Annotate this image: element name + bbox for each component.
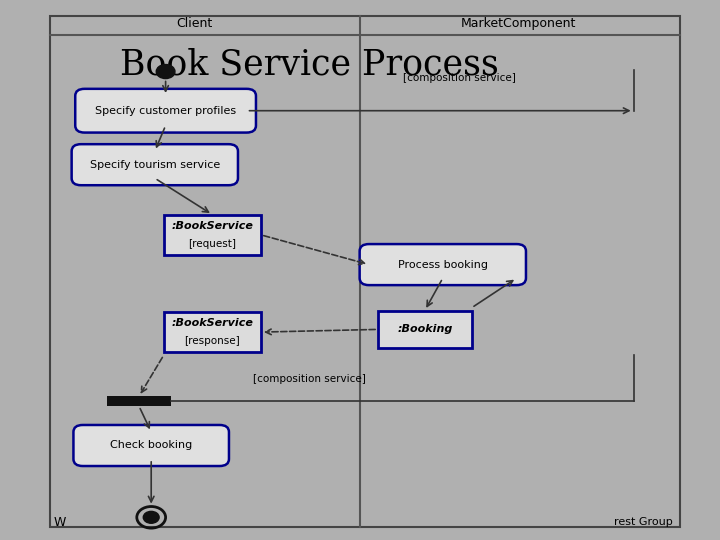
FancyBboxPatch shape xyxy=(72,144,238,185)
Circle shape xyxy=(156,64,175,78)
FancyBboxPatch shape xyxy=(107,396,171,406)
Text: [composition service]: [composition service] xyxy=(403,73,516,83)
Text: Check booking: Check booking xyxy=(110,441,192,450)
Text: [request]: [request] xyxy=(189,239,236,248)
Circle shape xyxy=(143,511,159,523)
Text: Specify tourism service: Specify tourism service xyxy=(90,160,220,170)
FancyBboxPatch shape xyxy=(360,244,526,285)
Text: Specify customer profiles: Specify customer profiles xyxy=(95,106,236,116)
Text: Process booking: Process booking xyxy=(397,260,488,269)
Text: :Booking: :Booking xyxy=(397,325,452,334)
FancyBboxPatch shape xyxy=(163,215,261,255)
FancyBboxPatch shape xyxy=(378,310,472,348)
Text: MarketComponent: MarketComponent xyxy=(461,17,576,30)
FancyBboxPatch shape xyxy=(50,16,680,526)
Text: :BookService: :BookService xyxy=(171,221,253,231)
Text: [response]: [response] xyxy=(184,336,240,346)
FancyBboxPatch shape xyxy=(163,312,261,352)
Text: [composition service]: [composition service] xyxy=(253,374,366,384)
Text: rest Group: rest Group xyxy=(614,517,673,527)
FancyBboxPatch shape xyxy=(73,425,229,466)
Text: W: W xyxy=(54,516,66,529)
Text: :BookService: :BookService xyxy=(171,319,253,328)
FancyBboxPatch shape xyxy=(76,89,256,132)
Text: Book Service Process: Book Service Process xyxy=(120,48,499,82)
Text: Client: Client xyxy=(176,17,212,30)
